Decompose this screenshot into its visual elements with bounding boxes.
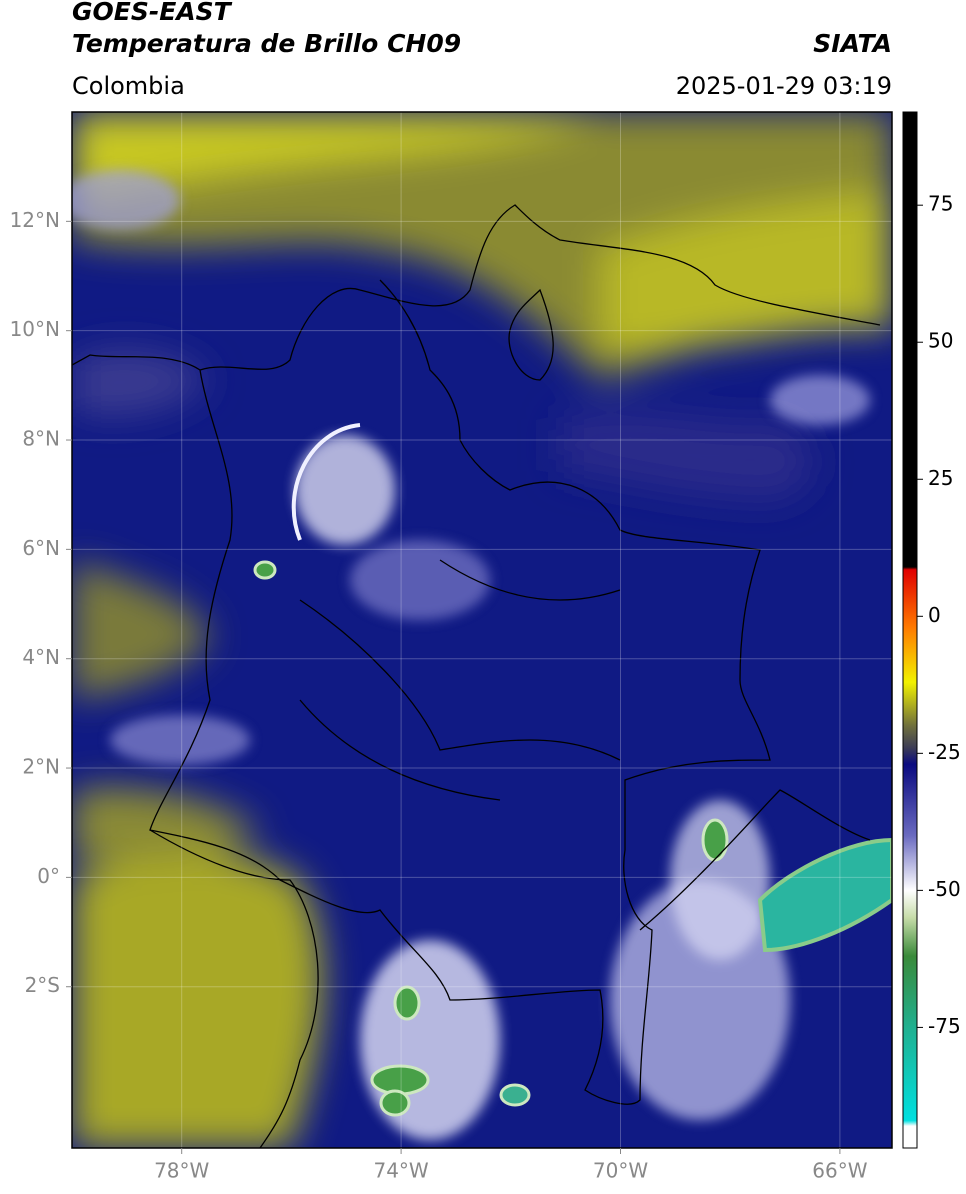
colorbar-tick-label: 0 [928, 603, 941, 627]
y-tick-label: 12°N [10, 208, 60, 232]
y-tick-label: 8°N [22, 427, 60, 451]
y-tick-label: 10°N [10, 317, 60, 341]
datetime: 2025-01-29 03:19 [676, 72, 892, 100]
x-tick-label: 66°W [812, 1159, 867, 1183]
colorbar-tick-label: -25 [928, 740, 961, 764]
colorbar-tick-label: 75 [928, 192, 953, 216]
subtitle: Temperatura de Brillo CH09 [72, 29, 461, 58]
map-frame [71, 111, 893, 1149]
y-tick-label: 6°N [22, 536, 60, 560]
colorbar-tick-label: -50 [928, 877, 961, 901]
grid [72, 112, 892, 1148]
colorbar-tick-label: -75 [928, 1014, 961, 1038]
x-tick-label: 74°W [373, 1159, 428, 1183]
colorbar [902, 111, 918, 1149]
y-tick-label: 0° [37, 864, 60, 888]
colorbar-tick-label: 50 [928, 329, 953, 353]
y-tick-label: 2°S [25, 973, 60, 997]
x-tick-label: 78°W [154, 1159, 209, 1183]
colorbar-tick-label: 25 [928, 466, 953, 490]
source: SIATA [813, 29, 892, 58]
y-tick-label: 2°N [22, 755, 60, 779]
x-tick-label: 70°W [593, 1159, 648, 1183]
title: GOES-EAST [72, 0, 233, 26]
satellite-image [72, 112, 892, 1148]
region: Colombia [72, 72, 185, 100]
y-tick-label: 4°N [22, 645, 60, 669]
